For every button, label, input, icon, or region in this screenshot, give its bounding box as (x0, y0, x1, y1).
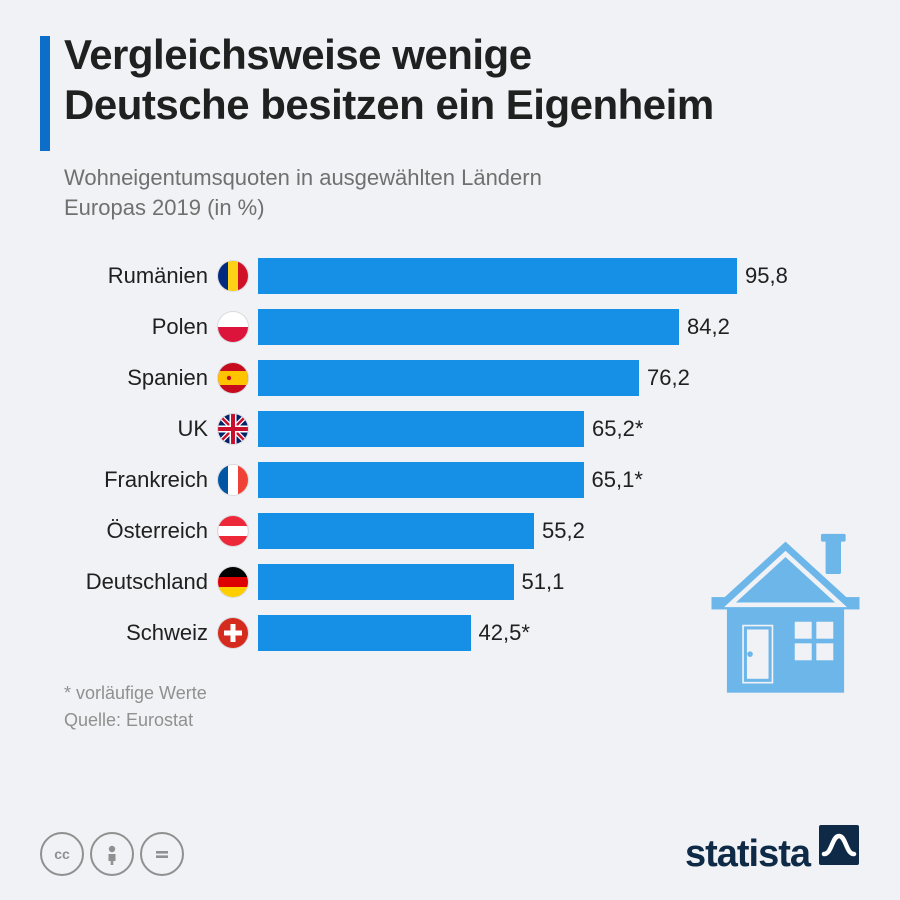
house-icon (693, 520, 878, 705)
romania-flag-icon (218, 261, 248, 291)
accent-bar (40, 36, 50, 151)
statista-logo: statista (685, 824, 860, 876)
subtitle: Wohneigentumsquoten in ausgewählten Länd… (64, 163, 584, 222)
chart-row: UK 65,2* (64, 403, 860, 454)
title-line-2: Deutsche besitzen ein Eigenheim (64, 81, 714, 128)
bar-value: 84,2 (687, 314, 730, 340)
license-badges: cc (40, 832, 184, 876)
country-label: Frankreich (64, 467, 216, 493)
bar-track: 84,2 (258, 309, 860, 345)
chart-row: Polen 84,2 (64, 301, 860, 352)
bar (258, 411, 584, 447)
austria-flag-icon (218, 516, 248, 546)
footnote-source: Quelle: Eurostat (64, 707, 860, 734)
switzerland-flag-icon (218, 618, 248, 648)
chart-row: Frankreich 65,1* (64, 454, 860, 505)
bar-value: 51,1 (522, 569, 565, 595)
bar-track: 76,2 (258, 360, 860, 396)
cc-nd-icon (140, 832, 184, 876)
bar-value: 42,5* (479, 620, 530, 646)
statista-wordmark: statista (685, 833, 810, 876)
bar-value: 95,8 (745, 263, 788, 289)
country-label: Deutschland (64, 569, 216, 595)
svg-text:cc: cc (54, 846, 70, 862)
france-flag-icon (218, 465, 248, 495)
country-label: UK (64, 416, 216, 442)
bar-value: 76,2 (647, 365, 690, 391)
bar (258, 462, 584, 498)
title-line-1: Vergleichsweise wenige (64, 31, 532, 78)
bar (258, 564, 514, 600)
country-label: Rumänien (64, 263, 216, 289)
statista-mark-icon (818, 824, 860, 866)
bar-track: 65,1* (258, 462, 860, 498)
uk-flag-icon (218, 414, 248, 444)
cc-by-icon (90, 832, 134, 876)
germany-flag-icon (218, 567, 248, 597)
bar (258, 258, 737, 294)
country-label: Polen (64, 314, 216, 340)
cc-icon: cc (40, 832, 84, 876)
poland-flag-icon (218, 312, 248, 342)
bar (258, 615, 471, 651)
country-label: Schweiz (64, 620, 216, 646)
spain-flag-icon (218, 363, 248, 393)
bar (258, 360, 639, 396)
bar-track: 65,2* (258, 411, 860, 447)
chart-row: Spanien 76,2 (64, 352, 860, 403)
page-title: Vergleichsweise wenige Deutsche besitzen… (64, 30, 714, 129)
country-label: Spanien (64, 365, 216, 391)
bar (258, 513, 534, 549)
bar-track: 95,8 (258, 258, 860, 294)
bar-value: 55,2 (542, 518, 585, 544)
bar-value: 65,2* (592, 416, 643, 442)
bar-value: 65,1* (592, 467, 643, 493)
chart-row: Rumänien 95,8 (64, 250, 860, 301)
bar (258, 309, 679, 345)
country-label: Österreich (64, 518, 216, 544)
